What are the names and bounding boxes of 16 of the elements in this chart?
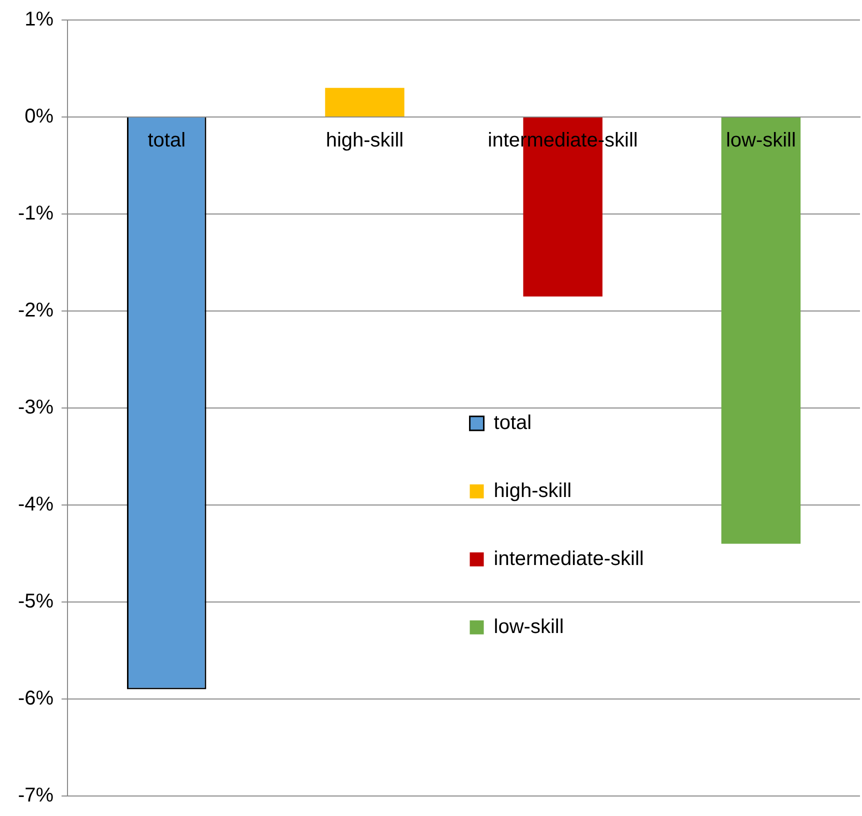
y-tick-label: -6% <box>18 688 54 710</box>
legend-label: intermediate-skill <box>494 548 644 570</box>
x-tick-label: low-skill <box>726 130 796 152</box>
y-tick-label: -3% <box>18 396 54 419</box>
y-tick-label: -4% <box>18 494 54 516</box>
y-tick-label: -1% <box>18 202 54 225</box>
y-tick-label: 0% <box>24 106 54 128</box>
legend-label: total <box>494 412 532 434</box>
y-tick-label: -2% <box>18 300 54 322</box>
y-tick-label: -7% <box>18 784 54 807</box>
x-tick-label: high-skill <box>326 130 404 152</box>
legend-label: low-skill <box>494 616 564 638</box>
x-tick-label: total <box>148 130 186 152</box>
y-tick-label: -5% <box>18 590 54 613</box>
legend-label: high-skill <box>494 480 572 502</box>
y-tick-label: 1% <box>24 8 54 31</box>
